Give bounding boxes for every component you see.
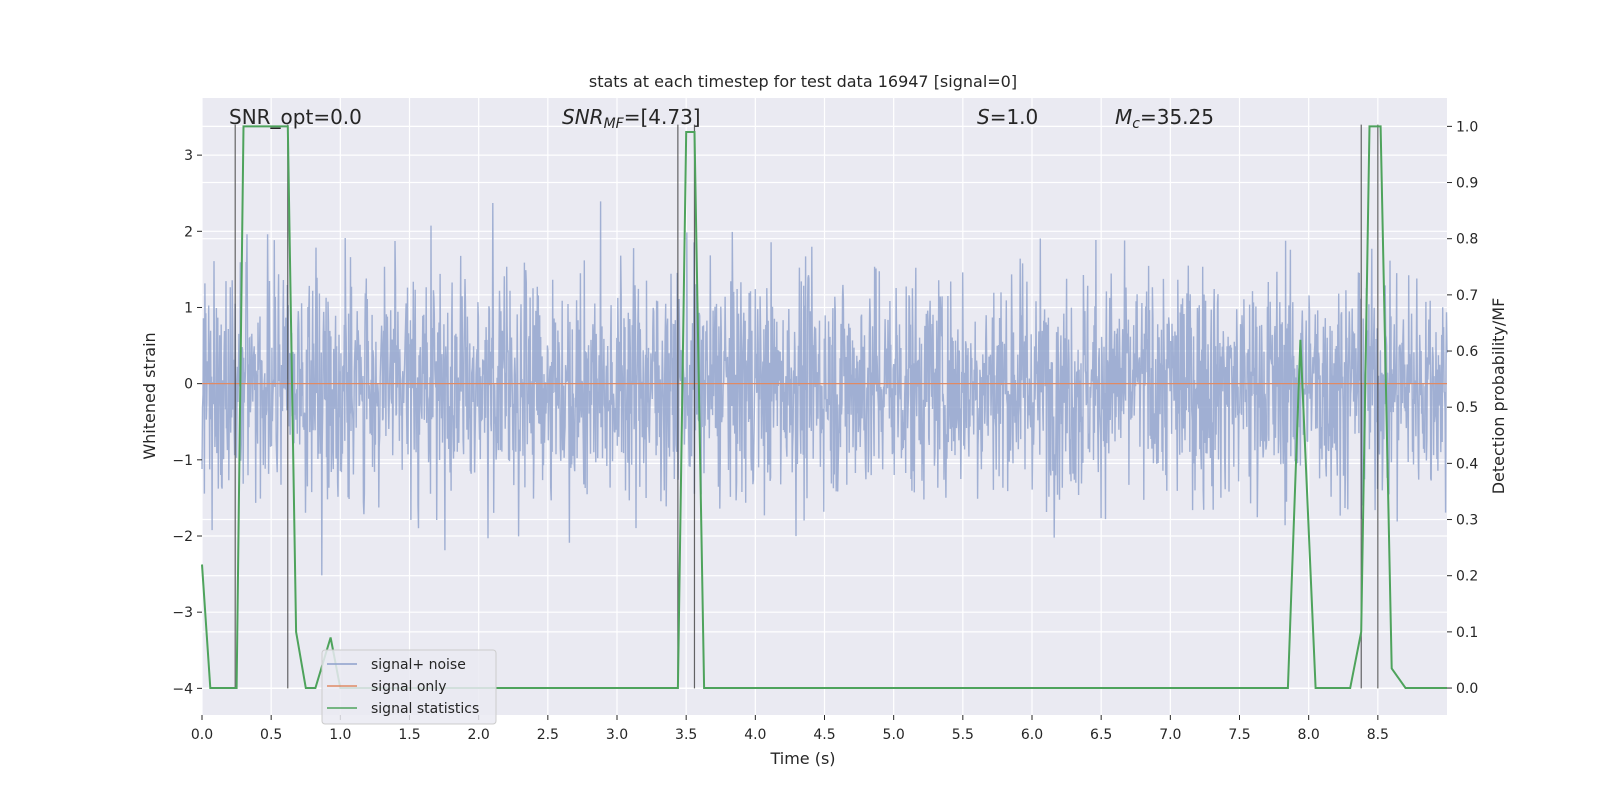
signal-noise-line	[201, 201, 1448, 576]
y2-tick-label: 0.1	[1456, 625, 1478, 641]
y-tick-label: 3	[184, 148, 193, 164]
chart-title: stats at each timestep for test data 169…	[589, 72, 1017, 91]
y2-axis-label: Detection probability/MF	[1489, 298, 1508, 495]
x-tick-label: 2.5	[537, 727, 559, 743]
legend-label-signal-only: signal only	[371, 679, 446, 695]
y2-axis-ticks: 1.0 0.9 0.8 0.7 0.6 0.5 0.4 0.3 0.2 0.1 0.0	[1447, 119, 1478, 697]
y-tick-label: 0	[184, 377, 193, 393]
annotation-snr-mf-sub: MF	[604, 116, 625, 132]
y-tick-label: −1	[172, 453, 193, 469]
x-tick-label: 2.0	[468, 727, 490, 743]
annotation-snr-opt: SNR_opt=0.0	[229, 105, 362, 129]
x-tick-label: 8.5	[1367, 727, 1389, 743]
annotation-mc: Mc=35.25	[1115, 105, 1214, 132]
y2-tick-label: 0.3	[1456, 513, 1478, 529]
y2-tick-label: 0.8	[1456, 232, 1478, 248]
x-tick-label: 6.0	[1021, 727, 1043, 743]
y-tick-label: −2	[172, 529, 193, 545]
annotation-mc-main: M	[1115, 105, 1132, 129]
legend-label-signal-statistics: signal statistics	[371, 701, 479, 717]
legend: signal+ noise signal only signal statist…	[321, 649, 497, 725]
y-tick-label: 2	[184, 224, 193, 240]
y2-tick-label: 0.6	[1456, 344, 1478, 360]
annotation-snr-mf-main: SNR	[562, 105, 604, 129]
x-axis-ticks: 0.0 0.5 1.0 1.5 2.0 2.5 3.0 3.5 4.0 4.5 5.0 5.5 6.0 6…	[191, 715, 1389, 743]
y2-tick-label: 0.7	[1456, 288, 1478, 304]
y-tick-label: −4	[172, 681, 193, 697]
annotation-snr-mf: SNRMF=[4.73]	[562, 105, 701, 132]
y2-tick-label: 0.5	[1456, 400, 1478, 416]
x-tick-label: 7.5	[1228, 727, 1250, 743]
x-tick-label: 4.5	[813, 727, 835, 743]
x-tick-label: 4.0	[744, 727, 766, 743]
y2-tick-label: 1.0	[1456, 119, 1478, 135]
annotation-s-main: S	[977, 105, 990, 129]
y2-tick-label: 0.0	[1456, 681, 1478, 697]
x-tick-label: 5.5	[952, 727, 974, 743]
y-axis-ticks: 3 2 1 0 −1 −2 −3 −4	[172, 148, 202, 697]
annotation-snr-mf-value: =[4.73]	[624, 105, 701, 129]
x-axis-label: Time (s)	[769, 749, 835, 768]
signal-statistics-series	[201, 125, 1447, 689]
y-tick-label: 1	[184, 300, 193, 316]
annotation-mc-sub: c	[1132, 116, 1140, 132]
x-tick-label: 3.5	[675, 727, 697, 743]
x-tick-label: 6.5	[1090, 727, 1112, 743]
x-tick-label: 8.0	[1298, 727, 1320, 743]
legend-box	[321, 649, 497, 725]
signal-noise-series	[201, 201, 1448, 576]
y2-tick-label: 0.9	[1456, 176, 1478, 192]
x-tick-label: 1.0	[329, 727, 351, 743]
y-tick-label: −3	[172, 605, 193, 621]
legend-label-signal-noise: signal+ noise	[371, 657, 466, 673]
y2-tick-label: 0.4	[1456, 456, 1478, 472]
vertical-markers	[234, 124, 1379, 689]
x-tick-label: 3.0	[606, 727, 628, 743]
annotation-s-value: =1.0	[990, 105, 1039, 129]
x-tick-label: 0.5	[260, 727, 282, 743]
x-tick-label: 5.0	[883, 727, 905, 743]
y-axis-label: Whitened strain	[140, 332, 159, 459]
annotation-s: S=1.0	[977, 105, 1038, 129]
annotation-mc-value: =35.25	[1140, 105, 1214, 129]
x-tick-label: 0.0	[191, 727, 213, 743]
x-tick-label: 7.0	[1159, 727, 1181, 743]
x-tick-label: 1.5	[398, 727, 420, 743]
y2-tick-label: 0.2	[1456, 569, 1478, 585]
